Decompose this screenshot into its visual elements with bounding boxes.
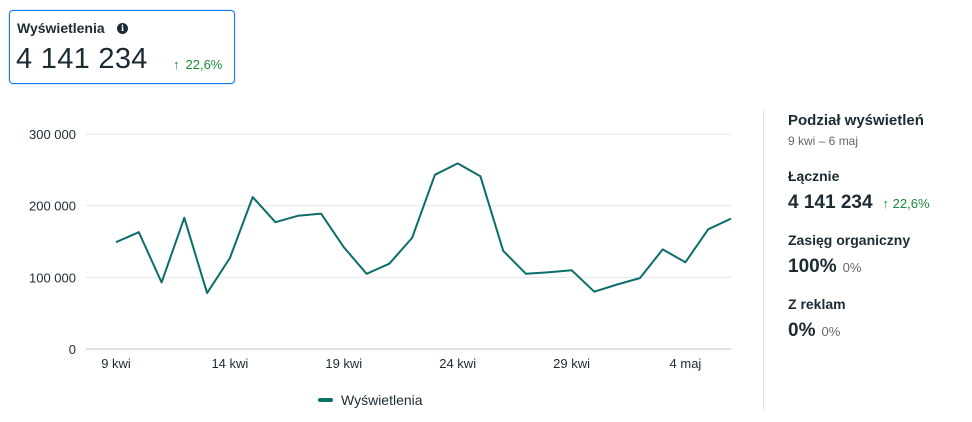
data-point[interactable] xyxy=(431,171,439,179)
x-tick-label: 4 maj xyxy=(670,356,702,371)
data-point[interactable] xyxy=(590,288,598,296)
ads-sub: 0% xyxy=(821,324,841,339)
x-tick-label: 19 kwi xyxy=(325,356,362,371)
metric-change-value: 22,6% xyxy=(185,57,223,72)
data-point[interactable] xyxy=(249,193,257,201)
data-point[interactable] xyxy=(545,268,553,276)
data-point[interactable] xyxy=(704,225,712,233)
metric-value: 4 141 234 xyxy=(16,43,148,75)
metric-change: ↑ 22,6% xyxy=(173,57,222,72)
data-point[interactable] xyxy=(613,281,621,289)
data-point[interactable] xyxy=(317,210,325,218)
data-point[interactable] xyxy=(180,214,188,222)
breakdown-title: Podział wyświetleń xyxy=(788,112,924,129)
data-point[interactable] xyxy=(203,289,211,297)
data-point[interactable] xyxy=(476,172,484,180)
data-point[interactable] xyxy=(385,260,393,268)
x-tick-label: 24 kwi xyxy=(439,356,476,371)
data-point[interactable] xyxy=(659,245,667,253)
views-line-chart: 0 100 000 200 000 300 000 9 kwi 14 kwi 19 kwi 2… xyxy=(29,127,735,371)
x-tick-label: 9 kwi xyxy=(101,356,131,371)
x-tick-label: 14 kwi xyxy=(211,356,248,371)
data-point[interactable] xyxy=(340,243,348,251)
data-point[interactable] xyxy=(408,234,416,242)
legend-swatch xyxy=(318,398,333,402)
legend-label: Wyświetlenia xyxy=(341,392,423,408)
arrow-up-icon: ↑ xyxy=(882,196,890,211)
organic-value: 100% xyxy=(788,256,837,277)
ads-value-row: 0% 0% xyxy=(788,320,840,342)
data-point[interactable] xyxy=(727,215,735,223)
panel-divider xyxy=(763,110,764,410)
views-metric-card[interactable]: Wyświetlenia i 4 141 234 ↑ 22,6% xyxy=(9,10,235,84)
data-point[interactable] xyxy=(363,270,371,278)
data-point[interactable] xyxy=(636,274,644,282)
total-change: ↑ 22,6% xyxy=(883,196,930,211)
ads-value: 0% xyxy=(788,320,816,341)
data-point[interactable] xyxy=(271,218,279,226)
y-tick-label: 100 000 xyxy=(29,270,76,285)
breakdown-date-range: 9 kwi – 6 maj xyxy=(788,134,859,148)
x-tick-label: 29 kwi xyxy=(553,356,590,371)
arrow-up-icon: ↑ xyxy=(173,57,180,72)
data-point[interactable] xyxy=(135,228,143,236)
data-point[interactable] xyxy=(294,212,302,220)
data-point[interactable] xyxy=(226,254,234,262)
organic-label: Zasięg organiczny xyxy=(788,232,911,248)
ads-label: Z reklam xyxy=(788,296,846,312)
total-value: 4 141 234 xyxy=(788,192,873,213)
views-breakdown-panel: Podział wyświetleń 9 kwi – 6 maj Łącznie… xyxy=(788,112,968,341)
organic-sub: 0% xyxy=(842,260,862,275)
data-point[interactable] xyxy=(681,258,689,266)
organic-value-row: 100% 0% xyxy=(788,256,861,278)
total-change-value: 22,6% xyxy=(892,196,930,211)
series-line-views xyxy=(115,162,732,295)
y-tick-label: 300 000 xyxy=(29,127,76,142)
data-point[interactable] xyxy=(454,159,462,167)
data-point[interactable] xyxy=(568,266,576,274)
data-point[interactable] xyxy=(499,247,507,255)
total-label: Łącznie xyxy=(788,168,840,184)
total-value-row: 4 141 234 ↑ 22,6% xyxy=(788,192,930,214)
info-icon[interactable]: i xyxy=(117,23,128,34)
data-point[interactable] xyxy=(112,238,120,246)
data-point[interactable] xyxy=(158,278,166,286)
data-point[interactable] xyxy=(522,270,530,278)
y-tick-label: 200 000 xyxy=(29,199,76,214)
chart-legend: Wyświetlenia xyxy=(318,392,423,408)
y-tick-label: 0 xyxy=(69,342,76,357)
metric-title: Wyświetlenia xyxy=(17,20,105,36)
